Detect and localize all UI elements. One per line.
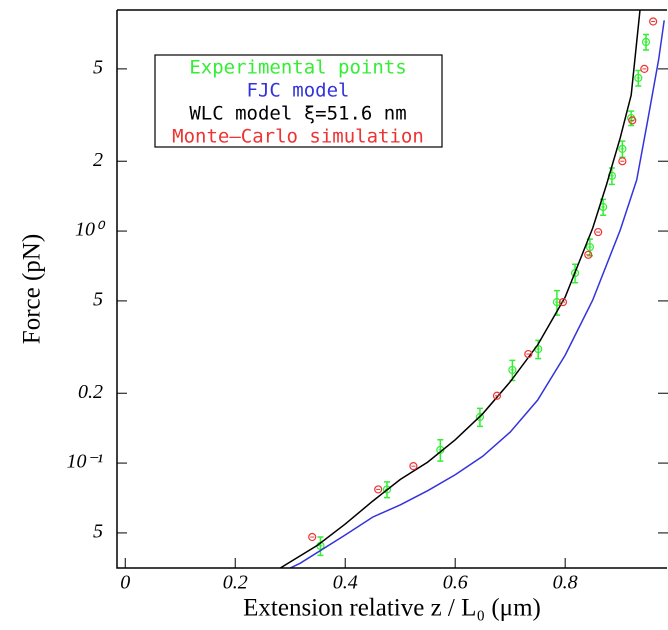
y-tick-label: 10⁻¹: [66, 451, 103, 473]
data-point: [570, 268, 580, 278]
y-tick-label: 5: [93, 56, 103, 78]
data-point: [308, 532, 317, 542]
data-point: [634, 73, 643, 83]
data-point: [649, 17, 658, 26]
legend-entry: Monte–Carlo simulation: [172, 126, 424, 148]
legend-entry: FJC model: [247, 80, 350, 102]
data-point: [382, 485, 392, 494]
data-point: [558, 298, 568, 307]
legend-box: [154, 54, 443, 148]
error-bar: [437, 439, 444, 462]
data-point: [508, 365, 517, 375]
data-point: [374, 485, 383, 494]
axes-frame: [116, 9, 667, 569]
plot-area: [279, 10, 665, 568]
x-tick-label: 0.2: [223, 572, 248, 594]
data-point: [594, 227, 603, 237]
data-point: [475, 412, 485, 422]
y-axis-label: Force (pN): [19, 234, 46, 344]
x-tick-label: 0: [120, 572, 130, 594]
data-point: [524, 349, 533, 359]
curve: [279, 10, 641, 568]
data-point: [618, 157, 627, 166]
data-point: [641, 37, 651, 47]
y-tick-label: 2: [93, 149, 103, 171]
data-point: [552, 298, 562, 307]
data-point: [585, 242, 595, 252]
data-point: [628, 116, 637, 125]
data-point: [409, 462, 418, 471]
x-tick-label: 0.4: [333, 572, 358, 594]
y-tick-label: 5: [93, 521, 103, 543]
legend-entry: Experimental points: [189, 57, 406, 79]
x-axis-label: Extension relative z / L₀ (μm): [243, 595, 541, 622]
data-point: [584, 250, 593, 259]
legend-entry: WLC model ξ=51.6 nm: [189, 103, 406, 125]
y-tick-label: 0.2: [78, 381, 103, 403]
data-point: [618, 144, 627, 154]
x-tick-label: 0.6: [443, 572, 468, 594]
x-tick-label: 0.8: [553, 572, 578, 594]
y-tick-label: 10⁰: [75, 219, 106, 241]
data-point: [492, 391, 502, 400]
data-point: [640, 64, 649, 73]
y-tick-label: 5: [93, 288, 103, 310]
curve: [289, 20, 665, 568]
